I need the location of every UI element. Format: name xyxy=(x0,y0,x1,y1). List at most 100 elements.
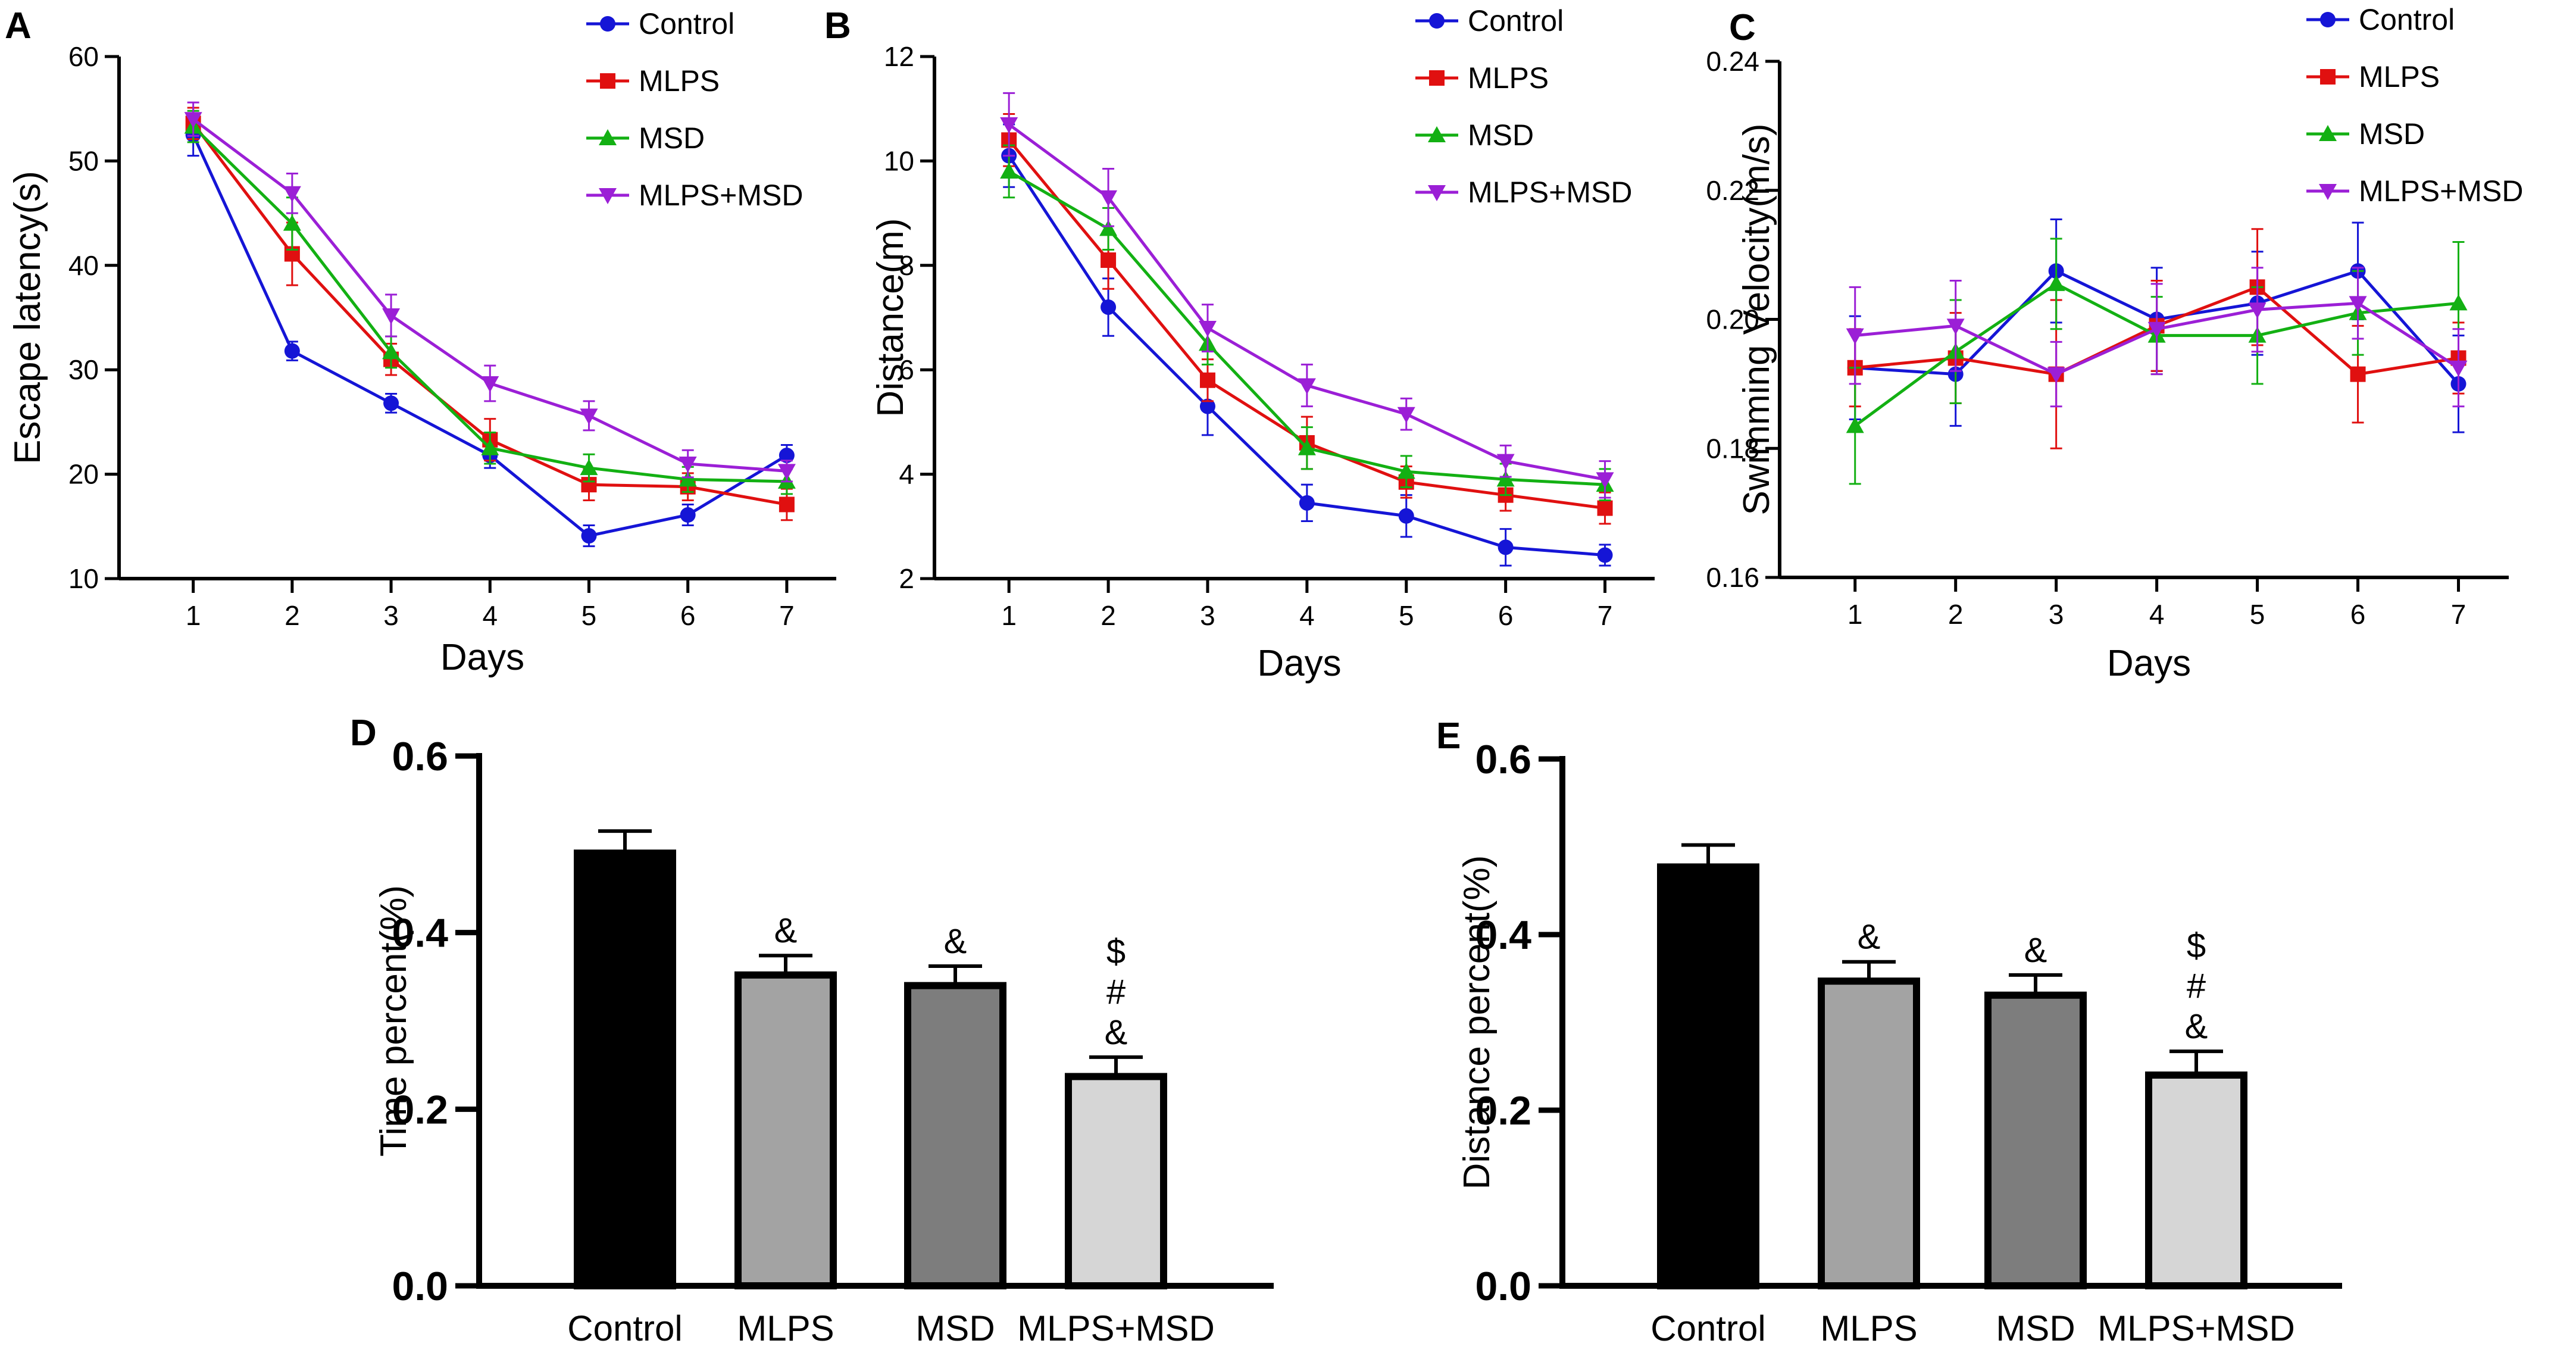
legend-entry: MLPS+MSD xyxy=(639,179,803,212)
x-tick-label: 4 xyxy=(2149,599,2165,630)
panel-label: B xyxy=(824,5,851,46)
legend-marker xyxy=(1428,185,1446,201)
y-tick-label: 30 xyxy=(68,354,99,385)
data-point xyxy=(283,186,301,202)
series-mlps-msd xyxy=(1846,267,2468,408)
legend-entry: MLPS+MSD xyxy=(2359,174,2523,208)
data-point xyxy=(580,408,598,425)
y-tick-label: 2 xyxy=(899,563,914,594)
data-point xyxy=(1597,547,1613,563)
data-point xyxy=(1099,220,1118,236)
x-tick-label: 6 xyxy=(2350,599,2366,630)
data-point xyxy=(481,376,499,393)
x-tick-label: 2 xyxy=(285,600,300,631)
y-tick-label: 8 xyxy=(899,250,914,281)
legend-marker xyxy=(2320,12,2336,27)
data-point xyxy=(1398,508,1414,524)
x-axis-label: Days xyxy=(2107,643,2191,684)
legend-entry: MLPS+MSD xyxy=(1468,176,1632,209)
panel-e: E 0.0 0.2 0.4 0.6 Distance percent(%) Control M… xyxy=(1436,716,2342,1348)
y-tick-label: 0.6 xyxy=(1475,737,1531,782)
x-tick-label: 4 xyxy=(1299,600,1315,631)
data-point xyxy=(779,496,795,513)
data-point xyxy=(2449,360,2468,377)
data-point xyxy=(1946,318,1965,335)
data-point xyxy=(283,214,301,231)
x-tick-label: 1 xyxy=(1847,599,1863,630)
data-point xyxy=(1099,190,1118,207)
series-mlps-msd xyxy=(184,101,796,483)
data-point xyxy=(2047,367,2065,383)
data-point xyxy=(284,343,300,359)
legend-entry: MLPS xyxy=(2359,60,2440,93)
data-point xyxy=(1846,417,1864,433)
y-axis-label: Distance(m) xyxy=(870,218,911,417)
y-tick-label: 0.22 xyxy=(1706,175,1759,206)
legend: Control MLPS MSD MLPS+MSD xyxy=(1415,4,1632,209)
data-point xyxy=(2248,302,2266,319)
bar xyxy=(2145,1072,2247,1289)
data-point xyxy=(1846,328,1864,345)
bar xyxy=(574,849,676,1289)
data-point xyxy=(1596,472,1614,489)
bar xyxy=(1657,863,1759,1290)
y-axis-label: Time percent(%) xyxy=(373,885,414,1157)
data-point xyxy=(1597,500,1613,516)
data-point xyxy=(481,439,499,455)
y-axis-label: Swimming Velocity(m/s) xyxy=(1736,124,1777,516)
category-label: MLPS xyxy=(1820,1308,1917,1348)
data-point xyxy=(382,308,401,324)
x-tick-label: 2 xyxy=(1948,599,1964,630)
y-tick-label: 6 xyxy=(899,354,914,385)
panel-c: C 0.16 0.18 0.20 0.22 0.24 1 2 3 4 5 6 7 Days Swimming… xyxy=(1706,3,2523,684)
series-msd xyxy=(184,110,796,495)
data-point xyxy=(779,448,795,464)
y-axis-label: Escape latency(s) xyxy=(7,171,48,464)
bar xyxy=(904,982,1006,1289)
legend-marker xyxy=(1429,13,1445,29)
legend: Control MLPS MSD MLPS+MSD xyxy=(586,7,803,212)
data-point xyxy=(580,459,598,476)
legend-entry: Control xyxy=(2359,3,2455,36)
data-point xyxy=(1199,398,1215,414)
data-point xyxy=(382,343,401,360)
legend-marker xyxy=(1429,70,1445,86)
y-tick-label: 0.0 xyxy=(1475,1264,1531,1309)
x-tick-label: 2 xyxy=(1101,600,1116,631)
category-label: Control xyxy=(567,1308,682,1348)
x-tick-label: 4 xyxy=(482,600,498,631)
bar xyxy=(734,971,837,1290)
category-label: MLPS xyxy=(737,1308,834,1348)
x-tick-label: 7 xyxy=(1598,600,1613,631)
legend: Control MLPS MSD MLPS+MSD xyxy=(2306,3,2523,208)
data-point xyxy=(679,457,697,473)
data-point xyxy=(1000,162,1018,179)
category-label: MLPS+MSD xyxy=(1017,1308,1215,1348)
panel-label: D xyxy=(350,713,377,754)
y-tick-label: 12 xyxy=(884,41,914,72)
y-tick-label: 40 xyxy=(68,250,99,281)
data-point xyxy=(1000,117,1018,134)
x-tick-label: 5 xyxy=(582,600,597,631)
y-tick-label: 0.16 xyxy=(1706,562,1759,593)
x-tick-label: 3 xyxy=(383,600,399,631)
x-tick-label: 1 xyxy=(186,600,201,631)
legend-entry: MSD xyxy=(2359,117,2425,151)
significance-mark: $ xyxy=(1106,932,1126,971)
category-label: MSD xyxy=(915,1308,995,1348)
significance-mark: # xyxy=(1106,973,1126,1011)
legend-entry: MSD xyxy=(639,121,705,155)
significance-mark: & xyxy=(2185,1007,2208,1046)
bar xyxy=(1984,991,2087,1290)
legend-entry: Control xyxy=(1468,4,1564,38)
x-tick-label: 1 xyxy=(1001,600,1017,631)
data-point xyxy=(1199,372,1215,388)
legend-entry: Control xyxy=(639,7,734,40)
panel-d: D 0.0 0.2 0.4 0.6 Time percent(%) Control MLPS &… xyxy=(350,713,1274,1348)
y-tick-label: 50 xyxy=(68,145,99,176)
legend-marker xyxy=(1428,126,1446,142)
data-point xyxy=(184,112,202,129)
data-point xyxy=(2047,274,2065,291)
data-point xyxy=(1101,299,1117,315)
y-tick-label: 0.24 xyxy=(1706,46,1759,77)
